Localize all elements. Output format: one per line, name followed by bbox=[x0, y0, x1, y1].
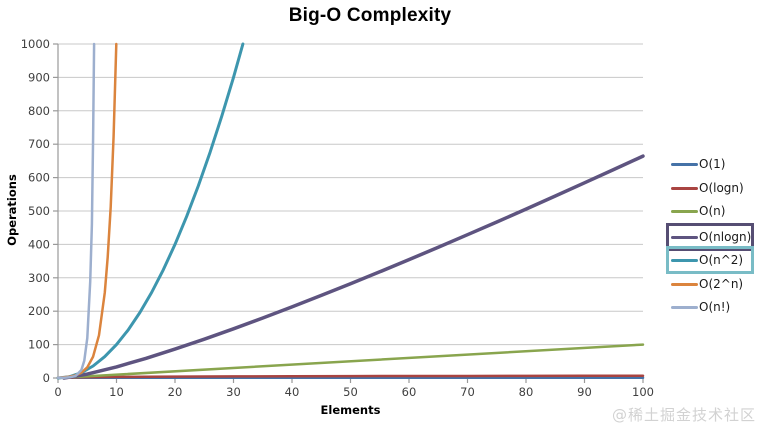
legend-marker-icon bbox=[671, 305, 698, 309]
watermark: @稀土掘金技术社区 bbox=[611, 406, 756, 424]
legend-label: O(nlogn) bbox=[699, 230, 752, 244]
y-tick-label: 300 bbox=[28, 271, 50, 285]
legend-label: O(2^n) bbox=[699, 277, 744, 291]
legend-marker-icon bbox=[671, 282, 698, 286]
legend-marker-icon bbox=[671, 209, 698, 213]
y-tick-label: 100 bbox=[28, 338, 50, 352]
y-tick-label: 700 bbox=[28, 137, 50, 151]
y-tick-label: 0 bbox=[43, 371, 50, 385]
legend-marker-icon bbox=[671, 258, 698, 262]
legend-marker-icon bbox=[671, 235, 698, 239]
x-tick-label: 20 bbox=[168, 385, 183, 399]
series-line-O(nlogn) bbox=[62, 154, 645, 380]
legend-marker-icon bbox=[671, 162, 698, 166]
legend-item-O(1): O(1) bbox=[666, 152, 754, 176]
legend: O(1) O(logn) O(n) O(nlogn) O(n^2) O(2^n) O(n!) bbox=[666, 152, 754, 324]
legend-item-O(n): O(n) bbox=[666, 199, 754, 223]
y-axis-title: Operations bbox=[5, 174, 19, 246]
x-tick-label: 40 bbox=[285, 385, 300, 399]
y-tick-label: 1000 bbox=[21, 37, 50, 51]
legend-marker-icon bbox=[671, 186, 698, 190]
legend-label: O(1) bbox=[699, 157, 726, 171]
series-line-O(n^2) bbox=[56, 42, 245, 380]
y-tick-label: 800 bbox=[28, 104, 50, 118]
x-tick-label: 90 bbox=[577, 385, 592, 399]
x-tick-label: 50 bbox=[343, 385, 358, 399]
legend-label: O(n) bbox=[699, 204, 726, 218]
y-tick-label: 200 bbox=[28, 304, 50, 318]
x-tick-label: 100 bbox=[632, 385, 654, 399]
x-tick-label: 30 bbox=[226, 385, 241, 399]
x-tick-label: 80 bbox=[519, 385, 534, 399]
x-tick-label: 0 bbox=[54, 385, 61, 399]
legend-item-O(2^n): O(2^n) bbox=[666, 272, 754, 296]
y-tick-label: 600 bbox=[28, 171, 50, 185]
legend-item-O(n!): O(n!) bbox=[666, 295, 754, 319]
series-line-O(n) bbox=[56, 343, 645, 380]
chart-title: Big-O Complexity bbox=[288, 5, 452, 26]
x-axis-title: Elements bbox=[320, 403, 381, 417]
legend-label: O(n^2) bbox=[699, 253, 744, 267]
series-line-O(n!) bbox=[56, 42, 96, 379]
legend-item-O(nlogn): O(nlogn) bbox=[666, 223, 754, 251]
x-tick-label: 60 bbox=[402, 385, 417, 399]
x-tick-label: 10 bbox=[109, 385, 124, 399]
legend-item-O(n^2): O(n^2) bbox=[666, 246, 754, 274]
y-tick-label: 900 bbox=[28, 70, 50, 84]
legend-label: O(logn) bbox=[699, 181, 744, 195]
legend-item-O(logn): O(logn) bbox=[666, 176, 754, 200]
y-tick-label: 500 bbox=[28, 204, 50, 218]
x-tick-label: 70 bbox=[460, 385, 475, 399]
y-tick-label: 400 bbox=[28, 237, 50, 251]
legend-label: O(n!) bbox=[699, 300, 731, 314]
